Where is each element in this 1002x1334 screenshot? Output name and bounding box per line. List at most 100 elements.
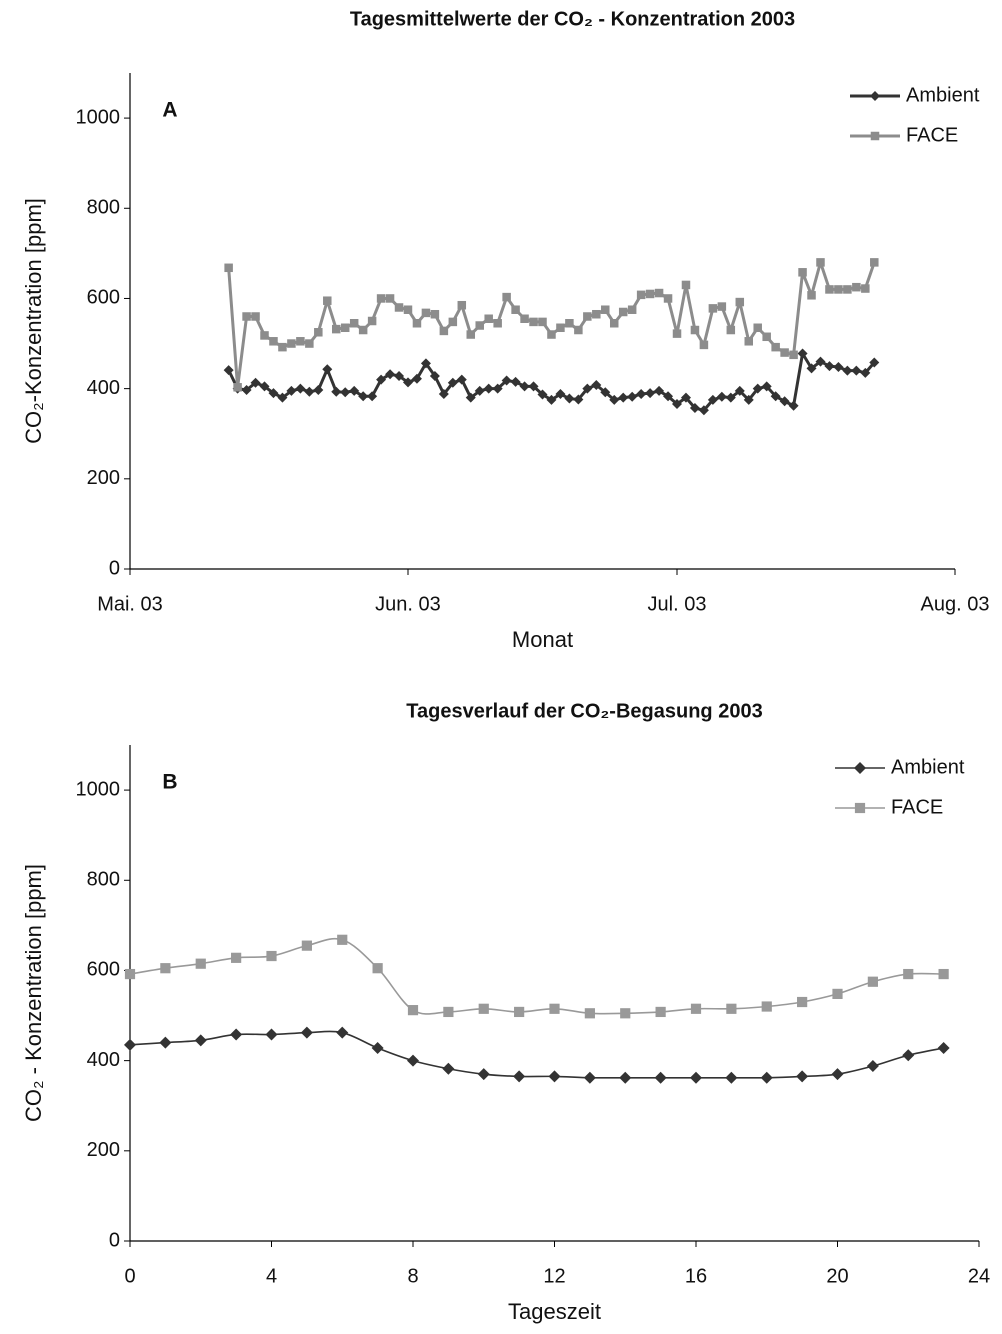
marker [478,1003,489,1014]
marker [407,1005,419,1016]
panel-label: A [162,99,177,122]
marker [870,258,879,267]
marker [555,389,566,400]
marker [456,374,467,385]
marker [394,303,404,312]
marker [372,963,383,974]
marker [250,377,261,388]
marker [807,291,816,300]
marker [411,373,422,384]
marker [448,317,458,327]
x-tick-label: 0 [124,1265,135,1287]
marker [286,385,297,396]
marker [484,314,493,323]
marker [797,348,808,359]
marker [654,385,665,396]
marker [438,389,449,400]
marker [477,1068,490,1081]
marker [779,396,790,407]
marker [483,383,494,394]
marker [717,302,727,311]
marker [645,289,655,299]
legend-marker [870,131,880,141]
marker [323,296,332,305]
marker [259,381,270,392]
marker [493,319,502,328]
marker [538,317,547,327]
marker [574,325,583,335]
marker [583,312,592,321]
marker [447,377,458,388]
marker [816,258,825,267]
marker [492,383,503,394]
marker [698,405,709,416]
marker [407,1054,419,1067]
marker [421,308,431,318]
marker [815,356,826,367]
legend-marker [854,802,866,814]
marker [708,304,718,313]
marker [514,1006,525,1018]
marker [699,340,709,350]
marker [124,968,136,980]
marker [592,309,601,319]
marker [654,288,664,298]
marker [573,394,584,405]
marker [241,384,252,395]
marker [475,321,484,330]
marker [903,968,914,980]
marker [443,1006,454,1018]
marker [439,326,449,336]
marker [466,330,476,339]
y-axis-title: CO₂ - Konzentration [ppm] [21,864,46,1122]
legend-label: Ambient [891,756,965,778]
marker [564,393,575,404]
marker [770,391,781,402]
marker [385,369,396,380]
marker [194,1034,207,1047]
marker [513,1070,526,1083]
panel-label: B [162,771,177,794]
marker [332,324,341,334]
marker [546,394,557,405]
marker [331,386,342,397]
marker [780,348,789,357]
marker [287,339,296,348]
y-tick-label: 400 [87,1049,120,1071]
marker [869,357,880,368]
marker [295,383,306,394]
marker [195,958,206,969]
marker [233,383,242,392]
marker [265,1028,278,1041]
marker [618,392,629,403]
marker [690,1071,702,1084]
marker [627,305,637,314]
marker [834,285,843,294]
chart: Tagesmittelwerte der CO₂ - Konzentration… [21,8,990,652]
marker [403,305,413,314]
marker [716,391,727,402]
legend-marker [854,762,866,774]
marker [268,388,279,399]
x-tick-label: Jun. 03 [375,593,441,615]
marker [735,297,745,307]
marker [825,285,834,294]
marker [314,328,323,337]
marker [902,1049,915,1062]
marker [762,332,771,342]
y-tick-label: 400 [87,377,120,399]
x-tick-label: 8 [407,1265,418,1287]
marker [457,300,467,310]
marker [761,381,772,392]
marker [371,1042,384,1055]
y-tick-label: 800 [87,197,120,219]
marker [511,305,520,314]
marker [442,1062,455,1075]
marker [340,387,351,398]
marker [789,350,798,360]
marker [224,263,233,273]
marker [681,280,691,290]
marker [806,363,817,374]
